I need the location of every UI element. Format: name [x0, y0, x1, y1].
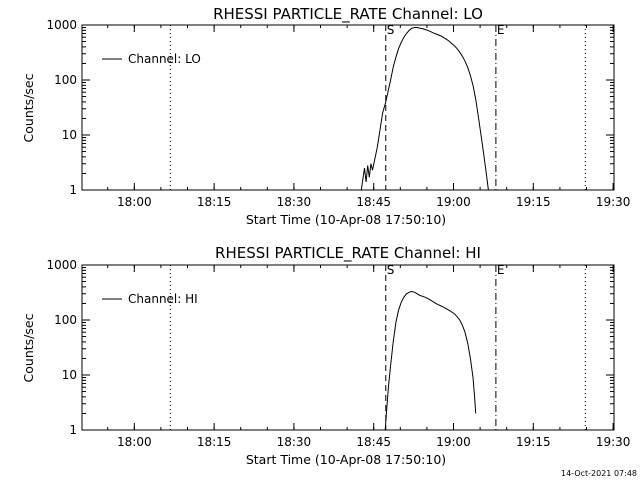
x-tick-label: 18:45	[356, 195, 391, 209]
plot-frame	[81, 24, 615, 191]
x-axis-label: Start Time (10-Apr-08 17:50:10)	[246, 212, 446, 227]
y-tick-label: 10	[62, 368, 77, 382]
x-tick-label: 18:00	[117, 195, 152, 209]
x-tick-label: 19:00	[436, 195, 471, 209]
y-tick-label: 10	[62, 128, 77, 142]
x-tick-label: 19:15	[516, 435, 551, 449]
legend-label: Channel: LO	[128, 52, 201, 66]
chart-panel-lo: RHESSI PARTICLE_RATE Channel: LO Start T…	[21, 5, 630, 227]
y-tick-label: 1000	[46, 18, 77, 32]
y-tick-label: 1	[69, 423, 77, 437]
x-tick-label: 19:30	[596, 435, 631, 449]
x-axis-label: Start Time (10-Apr-08 17:50:10)	[246, 452, 446, 467]
marker-label: E	[497, 23, 505, 37]
plot-frame	[81, 264, 615, 431]
y-tick-label: 100	[54, 73, 77, 87]
y-tick-label: 100	[54, 313, 77, 327]
x-tick-label: 18:15	[197, 195, 232, 209]
series-line	[384, 290, 477, 431]
y-axis-label: Counts/sec	[21, 313, 36, 382]
marker-label: S	[387, 23, 395, 37]
chart-panel-hi: RHESSI PARTICLE_RATE Channel: HI Start T…	[21, 244, 630, 467]
x-tick-label: 18:30	[277, 435, 312, 449]
x-tick-label: 18:00	[117, 435, 152, 449]
y-tick-label: 1	[69, 183, 77, 197]
y-axis-label: Counts/sec	[21, 73, 36, 142]
marker-label: E	[497, 263, 505, 277]
x-tick-label: 19:30	[596, 195, 631, 209]
chart-title: RHESSI PARTICLE_RATE Channel: HI	[215, 244, 481, 263]
chart-title: RHESSI PARTICLE_RATE Channel: LO	[213, 5, 483, 24]
marker-label: S	[387, 263, 395, 277]
x-tick-label: 19:00	[436, 435, 471, 449]
x-tick-label: 19:15	[516, 195, 551, 209]
legend-label: Channel: HI	[128, 292, 198, 306]
timestamp-stamp: 14-Oct-2021 07:48	[561, 469, 637, 478]
y-tick-label: 1000	[46, 258, 77, 272]
series-line	[360, 27, 489, 191]
x-tick-label: 18:15	[197, 435, 232, 449]
x-tick-label: 18:45	[356, 435, 391, 449]
x-tick-label: 18:30	[277, 195, 312, 209]
